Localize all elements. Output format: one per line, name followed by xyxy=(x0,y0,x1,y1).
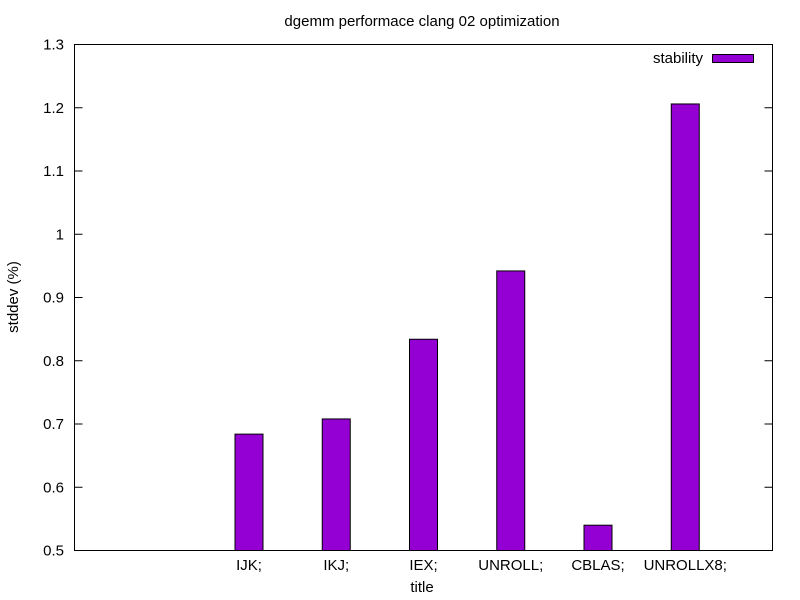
y-tick-label: 0.5 xyxy=(43,543,64,560)
x-tick-label: UNROLLX8; xyxy=(644,557,727,574)
x-tick-label: IEX; xyxy=(409,557,437,574)
bar-ikj xyxy=(321,418,351,551)
chart-title: dgemm performace clang 02 optimization xyxy=(284,13,559,30)
x-tick-label: IJK; xyxy=(236,557,262,574)
y-tick-label: 0.8 xyxy=(43,353,64,370)
y-axis-label: stddev (%) xyxy=(5,261,22,333)
bar-unrollx8 xyxy=(670,103,700,552)
x-tick-label: UNROLL; xyxy=(478,557,543,574)
y-tick-label: 1.1 xyxy=(43,163,64,180)
x-tick-label: CBLAS; xyxy=(571,557,624,574)
legend: stability xyxy=(653,50,754,67)
bar-ijk xyxy=(234,433,264,551)
y-tick-label: 1.3 xyxy=(43,37,64,54)
bars xyxy=(234,103,700,552)
bar-unroll xyxy=(496,270,526,551)
y-axis-ticks: 0.5 0.6 0.7 0.8 0.9 1 1.1 1.2 1.3 xyxy=(43,37,773,560)
x-axis-ticks: IJK; IKJ; IEX; UNROLL; CBLAS; UNROLLX8; xyxy=(236,557,727,574)
y-tick-label: 0.7 xyxy=(43,416,64,433)
y-tick-label: 1.2 xyxy=(43,100,64,117)
legend-swatch-stability xyxy=(712,54,754,63)
y-tick-label: 0.9 xyxy=(43,290,64,307)
bar-iex xyxy=(409,338,438,551)
y-tick-label: 1 xyxy=(56,226,64,243)
bar-cblas xyxy=(583,524,613,552)
y-tick-label: 0.6 xyxy=(43,479,64,496)
legend-label-stability: stability xyxy=(653,50,704,67)
x-axis-label: title xyxy=(410,579,433,596)
x-tick-label: IKJ; xyxy=(323,557,349,574)
